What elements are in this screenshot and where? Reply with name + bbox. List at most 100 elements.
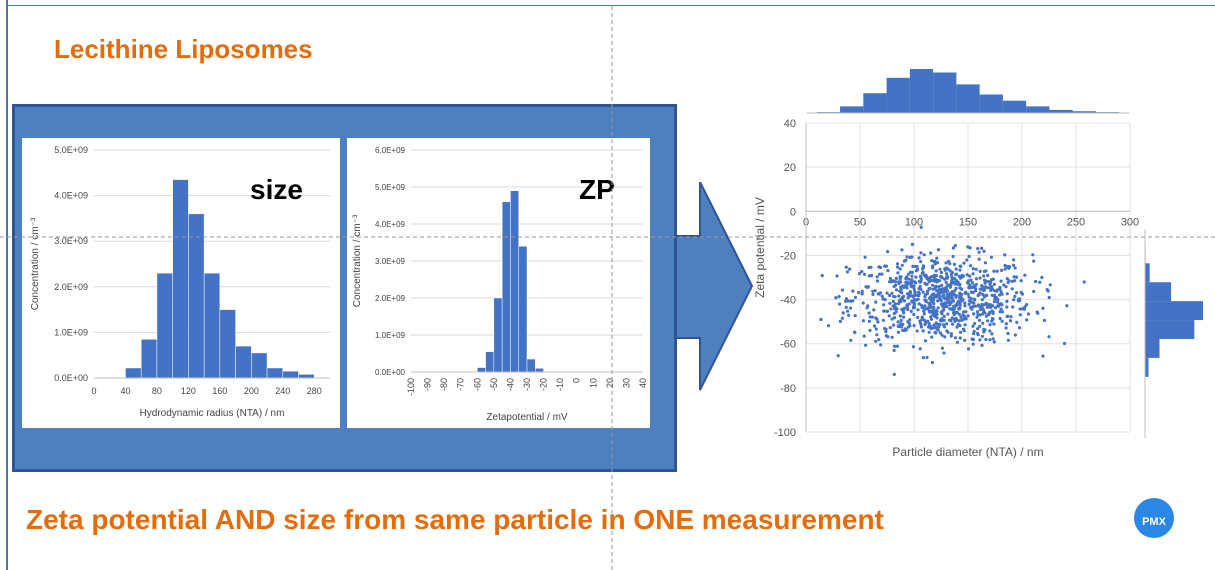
scatter-point [967,295,971,299]
scatter-point [982,249,986,253]
scatter-point [1040,275,1044,280]
scatter-point [848,267,852,271]
scatter-point [844,299,848,303]
scatter-point [883,264,887,268]
scatter-point [971,267,975,271]
scatter-point [919,251,923,255]
scatter-point [932,273,936,277]
scatter-point [899,318,903,322]
scatter-point [927,296,932,300]
scatter-point [1007,266,1011,270]
scatter-point [932,296,936,300]
size-label: size [250,174,303,205]
scatter-point [896,320,900,324]
zeta-histogram-chart: 0.0E+00 1.0E+09 2.0E+09 3.0E+09 4.0E+09 5.0E+… [352,146,648,423]
scatter-point [933,279,937,283]
scatter-point [860,289,864,293]
scatter-point [862,272,867,276]
scatter-point [960,299,964,303]
bar [203,272,221,379]
scatter-point [893,307,897,311]
scatter-point [999,307,1003,311]
scatter-point [981,321,985,325]
x-tick-label: 100 [905,216,923,228]
scatter-point [983,261,987,265]
bar [510,190,519,373]
scatter-point [895,262,900,266]
y-tick-label: 2.0E+09 [375,294,406,303]
scatter-point [936,248,940,252]
scatter-point [972,329,976,333]
scatter-point [892,344,897,348]
top-histogram-bar [956,84,980,113]
x-tick-label: -20 [539,378,549,391]
scatter-point [993,297,997,301]
scatter-point [1018,307,1022,311]
scatter-point [1013,266,1017,270]
scatter-point [912,300,916,304]
scatter-point [927,309,931,313]
scatter-point [1025,318,1029,322]
scatter-point [1011,263,1016,267]
scatter-point [844,297,849,301]
scatter-point [946,267,950,271]
bar [535,368,544,373]
scatter-point [965,273,969,277]
scatter-point [971,342,975,346]
scatter-point [868,328,872,332]
scatter-point [908,318,912,322]
scatter-point [905,305,909,309]
scatter-point [966,292,970,296]
scatter-point [999,302,1003,306]
scatter-point [946,300,951,305]
scatter-point [938,322,942,326]
scatter-point [889,307,893,311]
scatter-point [958,296,962,300]
scatter-point [870,315,874,319]
scatter-point [919,260,923,264]
scatter-point [929,324,933,329]
scatter-point [948,262,952,266]
scatter-point [967,279,971,283]
right-histogram-bar [1145,357,1149,377]
scatter-point [956,322,960,326]
scatter-point [857,272,861,276]
scatter-point [941,308,945,312]
bar [526,358,536,373]
scatter-point [876,320,880,324]
scatter-point [941,318,945,322]
scatter-point [939,275,943,279]
scatter-point [976,247,980,251]
scatter-point [977,304,981,308]
scatter-point [878,291,882,295]
scatter-point [958,282,962,287]
scatter-point [885,291,889,295]
scatter-point [1004,322,1008,326]
y-tick-label: 0.0E+00 [375,368,406,377]
scatter-point [916,315,920,319]
scatter-point [921,290,925,294]
scatter-point [932,326,936,330]
bar [188,213,205,379]
scatter-point [934,321,938,325]
x-tick-label: -100 [406,378,416,396]
scatter-point [942,305,946,309]
x-tick-label: 150 [959,216,977,228]
bar [251,352,268,379]
scatter-point [1020,292,1025,296]
y-tick-label: 3.0E+09 [54,236,88,246]
x-tick-label: 120 [181,386,196,396]
scatter-point [940,283,944,287]
scatter-point [933,285,937,289]
scatter-point [973,304,978,308]
scatter-point [851,289,855,293]
scatter-point [1006,280,1010,285]
scatter-point [964,317,968,321]
scatter-point [932,305,936,309]
scatter-point [972,301,976,305]
scatter-point [913,280,917,284]
bar [219,309,236,379]
bar [282,370,299,379]
scatter-point [921,356,925,360]
scatter-point [932,292,936,296]
